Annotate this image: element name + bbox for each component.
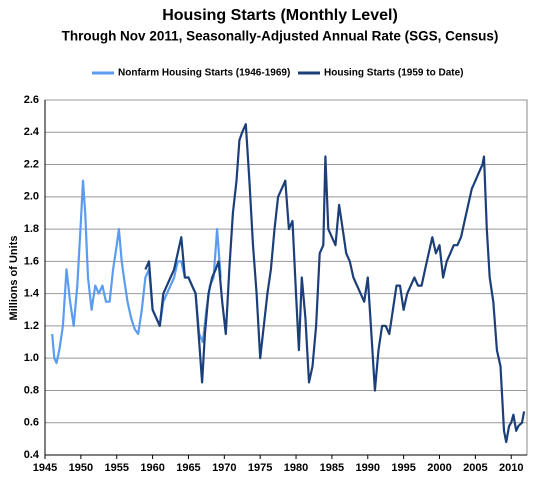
x-tick-label: 1945 [33,462,57,474]
x-tick-label: 2005 [463,462,487,474]
y-axis-label: Millions of Units [8,236,20,321]
x-tick-label: 1985 [320,462,344,474]
legend-label: Housing Starts (1959 to Date) [324,68,463,79]
y-tick-label: 0.4 [24,449,40,461]
x-tick-label: 2000 [427,462,451,474]
x-tick-label: 1950 [69,462,93,474]
x-tick-label: 1995 [391,462,415,474]
y-tick-label: 2.6 [24,94,39,106]
chart-title: Housing Starts (Monthly Level) [162,7,398,24]
y-tick-label: 1.4 [24,288,40,300]
series-line [144,123,526,444]
x-tick-label: 1975 [248,462,272,474]
y-tick-label: 2.0 [24,191,39,203]
y-tick-label: 0.8 [24,384,39,396]
y-tick-label: 1.2 [24,320,39,332]
legend-label: Nonfarm Housing Starts (1946-1969) [118,68,290,79]
x-tick-label: 1955 [104,462,128,474]
x-tick-label: 1970 [212,462,236,474]
y-tick-label: 1.6 [24,255,39,267]
plot-area [44,99,528,456]
y-tick-label: 0.6 [24,417,39,429]
y-tick-label: 2.4 [24,126,40,138]
y-tick-label: 2.2 [24,158,39,170]
chart-subtitle: Through Nov 2011, Seasonally-Adjusted An… [62,29,499,44]
x-tick-label: 1990 [356,462,380,474]
y-tick-label: 1.0 [24,352,39,364]
x-tick-label: 1980 [284,462,308,474]
x-tick-label: 1965 [176,462,200,474]
x-tick-label: 2010 [499,462,523,474]
x-tick-label: 1960 [140,462,164,474]
y-tick-label: 1.8 [24,223,39,235]
